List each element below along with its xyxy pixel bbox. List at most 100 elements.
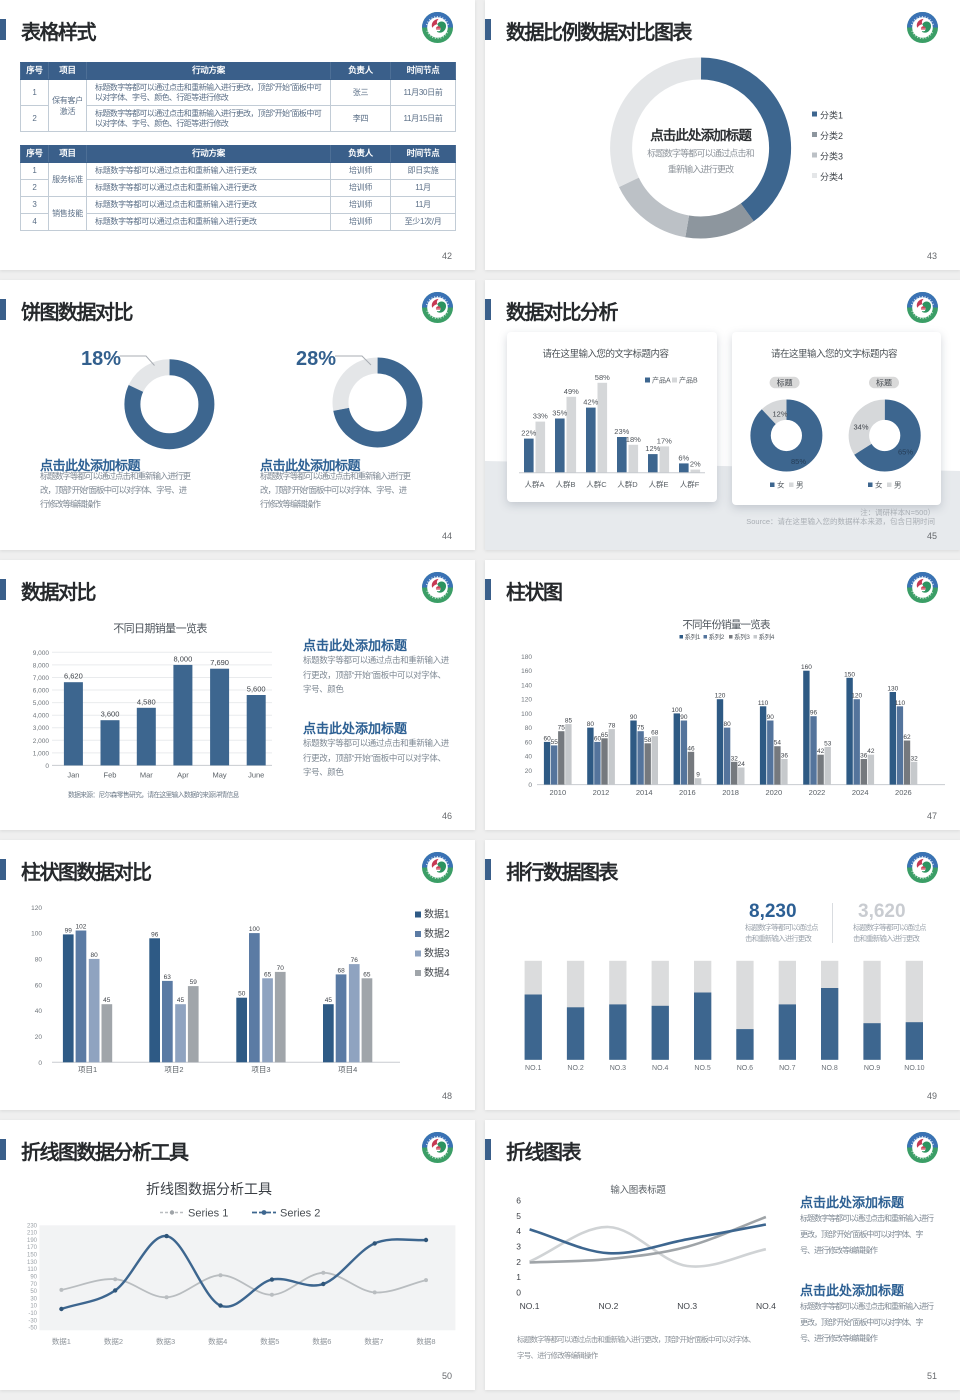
svg-text:40: 40 bbox=[35, 1008, 43, 1015]
svg-text:85%: 85% bbox=[791, 457, 806, 466]
svg-text:36: 36 bbox=[860, 753, 868, 760]
svg-text:NO.7: NO.7 bbox=[779, 1065, 795, 1072]
svg-text:7,000: 7,000 bbox=[33, 675, 50, 682]
svg-text:标题: 标题 bbox=[777, 377, 793, 387]
svg-text:130: 130 bbox=[887, 686, 898, 693]
svg-text:42: 42 bbox=[867, 748, 875, 755]
svg-text:23%: 23% bbox=[614, 427, 629, 436]
svg-text:2%: 2% bbox=[690, 460, 701, 469]
svg-text:女: 女 bbox=[875, 480, 883, 490]
svg-text:80: 80 bbox=[90, 952, 98, 959]
svg-text:数据5: 数据5 bbox=[260, 1336, 279, 1346]
svg-text:78: 78 bbox=[608, 723, 616, 730]
svg-text:NO.3: NO.3 bbox=[610, 1065, 626, 1072]
svg-text:24: 24 bbox=[738, 761, 746, 768]
svg-text:90: 90 bbox=[680, 714, 688, 721]
svg-text:Jan: Jan bbox=[67, 771, 79, 780]
svg-text:130: 130 bbox=[27, 1260, 38, 1266]
svg-text:Mar: Mar bbox=[140, 771, 153, 780]
svg-text:5,000: 5,000 bbox=[33, 700, 50, 707]
svg-text:80: 80 bbox=[587, 721, 595, 728]
svg-text:系列1: 系列1 bbox=[685, 632, 701, 641]
svg-text:40: 40 bbox=[525, 754, 533, 761]
svg-text:85: 85 bbox=[565, 718, 573, 725]
svg-text:60: 60 bbox=[525, 739, 533, 746]
svg-text:65%: 65% bbox=[898, 448, 913, 457]
svg-text:60: 60 bbox=[35, 982, 43, 989]
svg-text:数据4: 数据4 bbox=[208, 1336, 227, 1346]
svg-text:60: 60 bbox=[543, 735, 551, 742]
svg-text:0: 0 bbox=[45, 763, 49, 770]
svg-text:6,620: 6,620 bbox=[64, 672, 83, 681]
svg-text:数据4: 数据4 bbox=[424, 966, 450, 979]
svg-text:100: 100 bbox=[249, 926, 260, 933]
svg-text:2016: 2016 bbox=[679, 788, 696, 797]
svg-text:0: 0 bbox=[516, 1287, 521, 1297]
svg-text:17%: 17% bbox=[657, 436, 672, 445]
svg-text:数据2: 数据2 bbox=[104, 1336, 123, 1346]
svg-text:9: 9 bbox=[696, 772, 700, 779]
svg-text:2020: 2020 bbox=[765, 788, 782, 797]
svg-text:50: 50 bbox=[238, 991, 246, 998]
svg-text:32: 32 bbox=[910, 755, 918, 762]
svg-text:7,690: 7,690 bbox=[210, 658, 229, 667]
svg-text:33%: 33% bbox=[533, 412, 548, 421]
svg-text:NO.3: NO.3 bbox=[677, 1301, 697, 1311]
svg-text:NO.5: NO.5 bbox=[694, 1065, 710, 1072]
svg-text:标题: 标题 bbox=[876, 377, 892, 387]
svg-text:100: 100 bbox=[31, 931, 42, 938]
svg-text:50: 50 bbox=[30, 1289, 37, 1295]
svg-text:4: 4 bbox=[516, 1226, 521, 1236]
svg-text:100: 100 bbox=[521, 711, 532, 718]
svg-text:59: 59 bbox=[190, 979, 198, 986]
svg-text:Apr: Apr bbox=[177, 771, 189, 780]
svg-text:0: 0 bbox=[528, 782, 532, 789]
svg-text:99: 99 bbox=[65, 927, 73, 934]
svg-text:110: 110 bbox=[895, 700, 906, 707]
svg-text:230: 230 bbox=[27, 1223, 38, 1229]
svg-text:180: 180 bbox=[521, 654, 532, 661]
svg-text:人群B: 人群B bbox=[555, 479, 575, 489]
svg-text:-10: -10 bbox=[28, 1311, 37, 1317]
svg-text:75: 75 bbox=[637, 725, 645, 732]
svg-text:5: 5 bbox=[516, 1211, 521, 1221]
svg-text:2014: 2014 bbox=[636, 788, 653, 797]
svg-text:2026: 2026 bbox=[895, 788, 912, 797]
svg-text:80: 80 bbox=[525, 725, 533, 732]
svg-text:产品A: 产品A bbox=[652, 376, 671, 385]
svg-text:18%: 18% bbox=[626, 435, 641, 444]
svg-text:Series 2: Series 2 bbox=[280, 1208, 320, 1220]
svg-text:数据1: 数据1 bbox=[424, 908, 450, 921]
svg-text:110: 110 bbox=[27, 1267, 37, 1273]
svg-text:90: 90 bbox=[630, 714, 638, 721]
svg-text:项目3: 项目3 bbox=[251, 1065, 270, 1074]
svg-text:2022: 2022 bbox=[809, 788, 826, 797]
svg-text:分类4: 分类4 bbox=[820, 171, 843, 182]
svg-text:160: 160 bbox=[801, 664, 812, 671]
svg-text:58%: 58% bbox=[595, 373, 610, 382]
svg-text:2018: 2018 bbox=[722, 788, 739, 797]
svg-text:63: 63 bbox=[164, 974, 172, 981]
svg-text:数据1: 数据1 bbox=[52, 1336, 71, 1346]
svg-text:80: 80 bbox=[35, 956, 43, 963]
svg-text:Series 1: Series 1 bbox=[188, 1208, 228, 1220]
svg-text:NO.1: NO.1 bbox=[520, 1301, 540, 1311]
svg-text:96: 96 bbox=[810, 710, 818, 717]
svg-text:0: 0 bbox=[38, 1060, 42, 1067]
svg-text:58: 58 bbox=[644, 737, 652, 744]
svg-text:NO.8: NO.8 bbox=[821, 1065, 837, 1072]
svg-text:项目2: 项目2 bbox=[164, 1065, 183, 1074]
svg-text:62: 62 bbox=[903, 734, 911, 741]
svg-text:NO.2: NO.2 bbox=[598, 1301, 618, 1311]
svg-text:重新输入进行更改: 重新输入进行更改 bbox=[668, 164, 734, 175]
svg-text:NO.9: NO.9 bbox=[864, 1065, 880, 1072]
svg-text:9,000: 9,000 bbox=[33, 650, 50, 657]
svg-text:项目1: 项目1 bbox=[78, 1065, 97, 1074]
svg-text:35%: 35% bbox=[552, 409, 567, 418]
svg-text:53: 53 bbox=[824, 740, 832, 747]
svg-text:人群C: 人群C bbox=[586, 479, 607, 489]
svg-text:2,000: 2,000 bbox=[33, 738, 50, 745]
svg-text:20: 20 bbox=[525, 768, 533, 775]
svg-text:42%: 42% bbox=[583, 398, 598, 407]
svg-text:75: 75 bbox=[558, 725, 566, 732]
